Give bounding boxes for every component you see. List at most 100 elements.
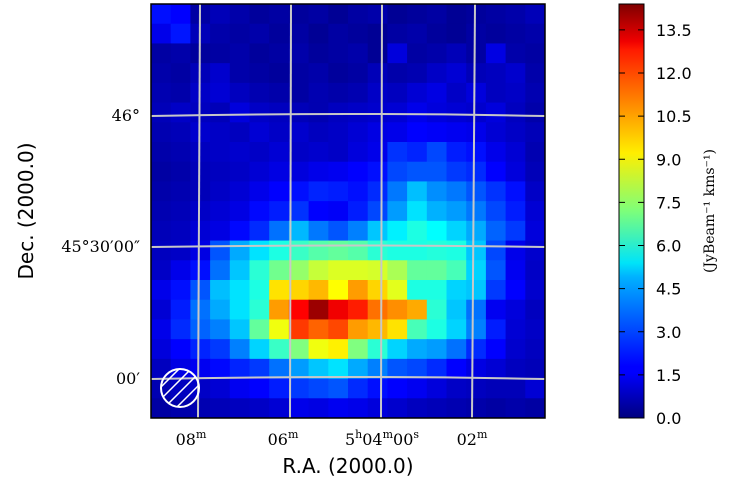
heatmap-cell [269, 398, 290, 418]
heatmap-cell [387, 339, 408, 360]
heatmap-cell [151, 260, 172, 281]
heatmap-cell [210, 240, 231, 261]
heatmap-cell [269, 299, 290, 321]
heatmap-cell [229, 319, 251, 340]
heatmap-cell [249, 161, 270, 183]
heatmap-cell [407, 181, 428, 202]
heatmap-cell [151, 240, 172, 261]
heatmap-cell [466, 43, 487, 64]
heatmap-cell [269, 63, 290, 84]
heatmap-cell [249, 122, 270, 143]
heatmap-cell [249, 319, 270, 340]
heatmap-cell [269, 102, 290, 123]
heatmap-cell [348, 181, 369, 202]
heatmap-cell [348, 23, 369, 45]
heatmap-cell [288, 122, 310, 143]
heatmap-cell [210, 339, 231, 360]
heatmap-cell [407, 102, 428, 123]
heatmap-cell [249, 398, 270, 418]
heatmap-cell [151, 122, 172, 143]
heatmap-cell [485, 142, 507, 163]
heatmap-cell [466, 240, 487, 261]
heatmap-cell [466, 398, 487, 418]
heatmap-cell [308, 4, 329, 25]
heatmap-cell [249, 260, 270, 281]
heatmap-cell [288, 43, 310, 64]
heatmap-cell [466, 299, 487, 321]
heatmap-cell [407, 358, 428, 380]
heatmap-cell [288, 339, 310, 360]
heatmap-cell [229, 23, 251, 45]
heatmap-cell [426, 23, 448, 45]
heatmap-cell [210, 63, 231, 84]
heatmap-cell [407, 4, 428, 25]
heatmap-cell [288, 161, 310, 183]
heatmap-cell [466, 339, 487, 360]
heatmap-cell [446, 43, 467, 64]
heatmap-cell [387, 161, 408, 183]
heatmap-cell [426, 4, 448, 25]
heatmap-cell [229, 201, 251, 222]
heatmap-cell [485, 240, 507, 261]
heatmap-cell [387, 4, 408, 25]
heatmap-cell [426, 102, 448, 123]
colorbar-tick-label: 7.5 [656, 193, 681, 212]
heatmap-cell [288, 23, 310, 45]
heatmap-cell [210, 23, 231, 45]
heatmap-cell [485, 161, 507, 183]
heatmap-cell [288, 240, 310, 261]
heatmap-cell [407, 43, 428, 64]
heatmap-cell [348, 358, 369, 380]
heatmap-cell [426, 339, 448, 360]
heatmap-cell [505, 122, 526, 143]
heatmap-cell [505, 43, 526, 64]
heatmap-cell [190, 319, 211, 340]
heatmap-cell [170, 161, 191, 183]
heatmap-cell [348, 142, 369, 163]
heatmap-cell [367, 280, 388, 301]
heatmap-cell [485, 82, 507, 104]
heatmap-cell [308, 181, 329, 202]
colorbar-tick-label: 9.0 [656, 150, 681, 169]
heatmap-cell [446, 122, 467, 143]
heatmap-cell [426, 280, 448, 301]
heatmap-cell [170, 339, 191, 360]
heatmap-cell [525, 339, 545, 360]
heatmap-cell [190, 122, 211, 143]
heatmap-cell [229, 122, 251, 143]
heatmap-cell [367, 378, 388, 399]
heatmap-cell [249, 378, 270, 399]
heatmap-cell [505, 142, 526, 163]
heatmap-cell [170, 181, 191, 202]
colorbar-tick-label: 4.5 [656, 280, 681, 299]
heatmap-cell [407, 398, 428, 418]
grid-line-ra-06m [289, 3, 292, 419]
heatmap-cell [466, 280, 487, 301]
heatmap-cell [249, 102, 270, 123]
heatmap-cell [170, 260, 191, 281]
heatmap-cell [151, 220, 172, 242]
heatmap-cell [170, 319, 191, 340]
heatmap-cell [387, 358, 408, 380]
heatmap-cell [190, 378, 211, 399]
heatmap-cell [367, 339, 388, 360]
colorbar-tick-label: 10.5 [656, 107, 692, 126]
heatmap-cell [151, 23, 172, 45]
heatmap-cell [407, 142, 428, 163]
x-axis-label: R.A. (2000.0) [282, 454, 413, 478]
heatmap-cell [426, 201, 448, 222]
heatmap-cell [348, 299, 369, 321]
heatmap-cell [426, 220, 448, 242]
heatmap-cell [387, 43, 408, 64]
heatmap-cell [348, 4, 369, 25]
heatmap-cell [446, 398, 467, 418]
heatmap-cell [170, 299, 191, 321]
heatmap-cell [229, 339, 251, 360]
heatmap-cell [269, 378, 290, 399]
heatmap-cell [151, 161, 172, 183]
heatmap-cell [229, 43, 251, 64]
heatmap-cell [249, 142, 270, 163]
heatmap-cell [308, 319, 329, 340]
heatmap-cell [210, 142, 231, 163]
